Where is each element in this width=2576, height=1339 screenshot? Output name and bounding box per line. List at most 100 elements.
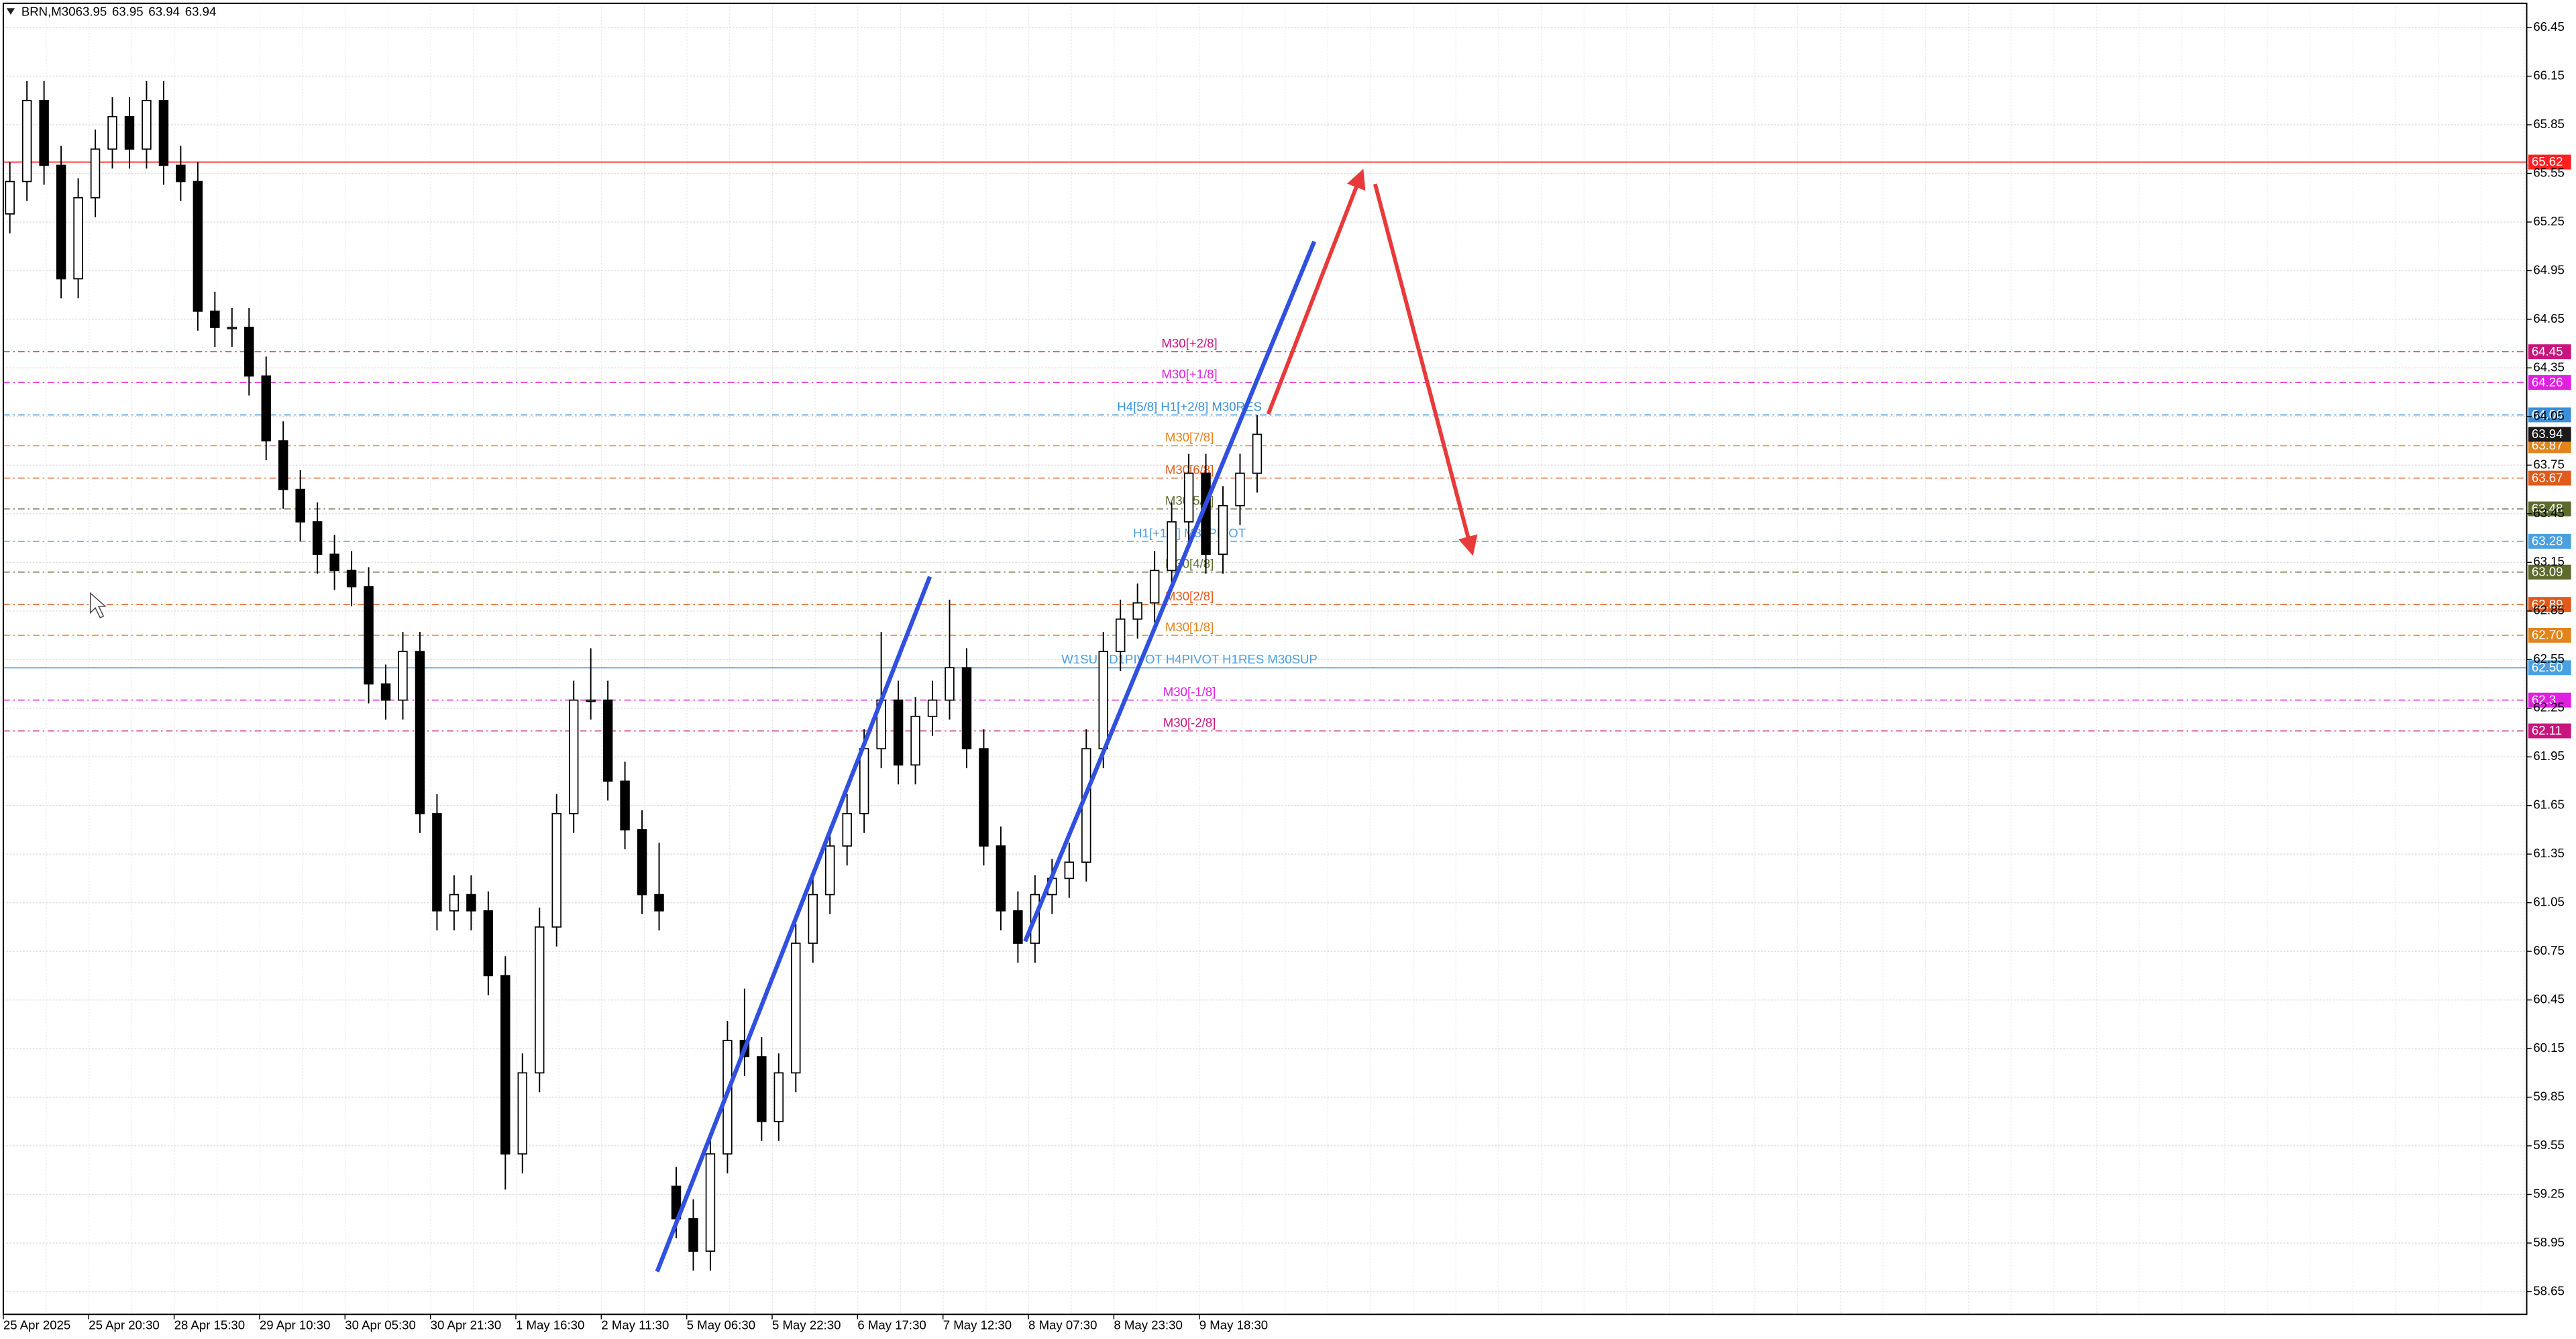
grid-layer <box>3 27 2527 1293</box>
candle-body <box>1167 521 1177 572</box>
candle-body <box>227 327 237 329</box>
symbol: BRN,M30 <box>21 4 76 18</box>
y-tick-label: 58.95 <box>2533 1235 2565 1249</box>
price-badge <box>2528 597 2571 612</box>
candle-body <box>535 926 545 1074</box>
y-tick-label: 61.95 <box>2533 749 2565 763</box>
candle-body <box>808 894 818 944</box>
candle-body <box>602 699 613 782</box>
price-badge-label: 62.11 <box>2532 723 2562 737</box>
candle-body <box>124 116 135 150</box>
price-badge-label: 64.06 <box>2532 407 2563 421</box>
y-tick-label: 66.45 <box>2533 19 2565 34</box>
candle-body <box>568 699 579 814</box>
x-tick-label: 5 May 22:30 <box>772 1318 841 1332</box>
candle-body <box>893 699 904 766</box>
level-label: H4[5/8] H1[+2/8] M30RES <box>1117 399 1262 413</box>
candle-body <box>278 440 288 490</box>
y-tick-label: 61.65 <box>2533 798 2565 812</box>
price-badge-label: 63.67 <box>2532 470 2563 484</box>
quote-value: 63.94 <box>185 4 217 18</box>
forecast-arrow <box>1373 183 1478 556</box>
candle-body <box>757 1056 767 1122</box>
y-tick-label: 60.45 <box>2533 992 2565 1006</box>
candle-body <box>586 699 596 702</box>
candle-body <box>859 748 869 814</box>
price-badge <box>2528 723 2571 739</box>
level-label: M30[+1/8] <box>1161 367 1217 381</box>
candle-body <box>945 667 955 701</box>
plot-frame <box>2 2 2528 1316</box>
price-badge <box>2528 627 2571 643</box>
y-tick-label: 59.55 <box>2533 1138 2565 1152</box>
candle-body <box>1183 472 1194 523</box>
x-tick-label: 30 Apr 21:30 <box>431 1318 502 1332</box>
candle-body <box>142 99 152 150</box>
candle-body <box>56 164 66 280</box>
y-tick-label: 63.75 <box>2533 457 2565 471</box>
x-tick-label: 29 Apr 10:30 <box>260 1318 331 1332</box>
price-badge <box>2528 407 2571 423</box>
x-tick-label: 6 May 17:30 <box>857 1318 926 1332</box>
price-badge-label: 63.48 <box>2532 501 2563 515</box>
mouse-cursor <box>89 592 107 619</box>
candle-body <box>842 812 852 847</box>
candle-body <box>312 521 323 555</box>
candle-body <box>73 197 83 280</box>
candle-body <box>158 99 169 166</box>
price-badge <box>2528 533 2571 549</box>
candle-body <box>961 667 972 749</box>
level-label: M30[4/8] <box>1165 557 1214 571</box>
y-tick-label: 66.15 <box>2533 68 2565 82</box>
candle-body <box>705 1153 716 1252</box>
candle-body <box>1149 570 1160 604</box>
candle-body <box>39 99 49 166</box>
candle-body <box>825 845 835 896</box>
candle-body <box>1098 651 1108 749</box>
y-tick-label: 64.95 <box>2533 262 2565 276</box>
candle-body <box>1218 504 1228 555</box>
y-tick-label: 59.85 <box>2533 1089 2565 1103</box>
candle-body <box>415 651 425 814</box>
level-label: M30[7/8] <box>1165 430 1214 444</box>
candle-body <box>380 683 391 701</box>
x-tick-label: 25 Apr 20:30 <box>89 1318 160 1332</box>
level-label: M30[1/8] <box>1165 620 1214 634</box>
y-tick-label: 63.45 <box>2533 506 2565 520</box>
y-tick-label: 60.15 <box>2533 1040 2565 1055</box>
quote-value: 63.95 <box>112 4 144 18</box>
level-label: H1[+1/8] M30PIVOT <box>1133 526 1246 540</box>
menu-triangle[interactable] <box>6 8 15 15</box>
candle-body <box>688 1218 698 1252</box>
candle-body <box>483 910 494 977</box>
price-badge-label: 62.3 <box>2532 692 2556 706</box>
forecast-arrow <box>1266 168 1366 415</box>
x-tick-label: 5 May 06:30 <box>687 1318 755 1332</box>
level-label: W1SUP D1PIVOT H4PIVOT H1RES M30SUP <box>1061 652 1318 666</box>
x-tick-label: 2 May 11:30 <box>601 1318 669 1332</box>
price-badge <box>2528 501 2571 517</box>
drawings <box>89 168 1478 1273</box>
price-badge <box>2528 375 2571 390</box>
x-tick-label: 25 Apr 2025 <box>3 1318 70 1332</box>
candle-body <box>1132 602 1142 620</box>
candle-body <box>996 845 1006 912</box>
y-tick-label: 61.05 <box>2533 895 2565 909</box>
price-badge <box>2528 660 2571 676</box>
quote-value: 63.95 <box>76 4 107 18</box>
y-tick-label: 63.15 <box>2533 554 2565 568</box>
candle-body <box>517 1072 527 1155</box>
price-badge-label: 62.70 <box>2532 628 2563 642</box>
candle-body <box>654 894 664 912</box>
candle-body <box>107 116 117 150</box>
price-badge <box>2528 692 2571 708</box>
last-price-label: 63.94 <box>2532 427 2563 441</box>
candle-body <box>551 812 561 928</box>
candle-body <box>637 829 647 896</box>
candle-body <box>1252 433 1263 474</box>
candle-body <box>791 943 801 1074</box>
y-tick-label: 62.25 <box>2533 700 2565 714</box>
price-badge <box>2528 438 2571 453</box>
price-badge <box>2528 344 2571 360</box>
level-label: M30[-1/8] <box>1163 685 1216 699</box>
